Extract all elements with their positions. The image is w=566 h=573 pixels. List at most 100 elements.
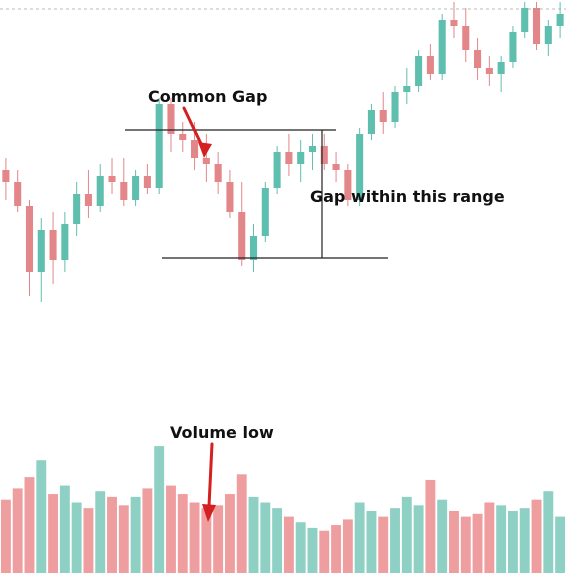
candle-body [61,224,69,260]
candle-body [556,14,564,26]
candle-body [14,182,22,206]
candle-body [308,146,317,152]
volume-bar [118,505,129,573]
volume-bar [425,479,436,573]
volume-bar [272,508,283,573]
volume-bar [401,496,412,573]
candle-body [238,212,246,260]
candle-body [202,158,210,164]
volume-bar [472,513,483,573]
volume-bar [378,516,389,573]
candle-body [532,8,541,44]
volume-bar [342,519,353,573]
volume-bar [507,510,518,573]
candle-body [249,236,258,260]
candle-body [521,8,529,32]
candle-body [49,230,57,260]
volume-bar [12,488,23,573]
volume-bar [519,508,530,573]
volume-bar [236,474,247,573]
candle-body [226,182,234,212]
candle-body [509,32,517,62]
candle-body [462,26,470,50]
candle-body [261,188,269,236]
candle-body [155,104,163,188]
candle-body [356,134,364,200]
volume-low-arrow [207,442,214,508]
volume-bar [71,502,82,573]
candle-body [132,176,140,200]
volume-bar [107,496,117,573]
candle-body [297,152,305,164]
volume-bar [260,502,271,573]
volume-bar [48,494,59,573]
volume-bar [283,516,294,573]
volume-bar [59,485,70,573]
volume-bar [531,499,542,573]
volume-bar [224,494,235,573]
candle-body [108,176,116,182]
candle-body [285,152,293,164]
volume-bar [83,508,94,573]
candle-body [485,68,493,74]
candle-body [143,176,151,188]
volume-bar [390,508,400,573]
volume-bar [449,510,459,573]
candle-body [2,170,10,182]
candle-body [391,92,399,122]
volume-bar [189,502,200,573]
candle-body [332,164,340,170]
candle-body [415,56,423,86]
volume-bar [213,505,224,573]
candle-body [25,206,34,272]
volume-bar [484,502,495,573]
candle-body [379,110,387,122]
candle-body [214,164,222,182]
volume-bar [154,446,165,573]
candle-body [320,146,328,164]
candle-body [37,230,45,272]
candle-body [450,20,458,26]
volume-bar [331,525,342,573]
volume-bar [354,502,365,573]
gap-range-label: Gap within this range [310,187,505,206]
volume-bar [130,496,141,573]
volume-bar [0,499,11,573]
volume-low-arrowhead [202,504,216,522]
volume-bar [177,494,188,573]
volume-bar [295,522,306,573]
candle-body [438,20,446,74]
candle-body [426,56,434,74]
volume-bars [0,446,566,573]
candle-body [167,104,175,134]
candle-body [344,170,352,200]
volume-bar [555,516,566,573]
volume-bar [543,491,554,573]
volume-bar [248,496,259,573]
volume-low-label: Volume low [170,423,274,442]
volume-bar [366,510,377,573]
candle-body [96,176,104,206]
candle-body [120,182,128,200]
candle-body [179,134,187,140]
candle-body [544,26,552,44]
common-gap-arrow [182,106,205,150]
candle-body [273,152,281,188]
volume-bar [460,516,471,573]
common-gap-arrowhead [198,142,212,158]
volume-bar [36,460,47,573]
volume-bar [307,527,318,573]
volume-bar [437,499,448,573]
volume-bar [95,491,106,573]
candles [2,2,564,302]
volume-bar [496,505,507,573]
candle-body [497,62,505,74]
candle-body [474,50,482,68]
volume-bar [24,477,35,573]
volume-bar [201,508,212,573]
volume-bar [166,485,176,573]
candle-body [84,194,92,206]
candle-body [73,194,81,224]
candle-body [367,110,375,134]
